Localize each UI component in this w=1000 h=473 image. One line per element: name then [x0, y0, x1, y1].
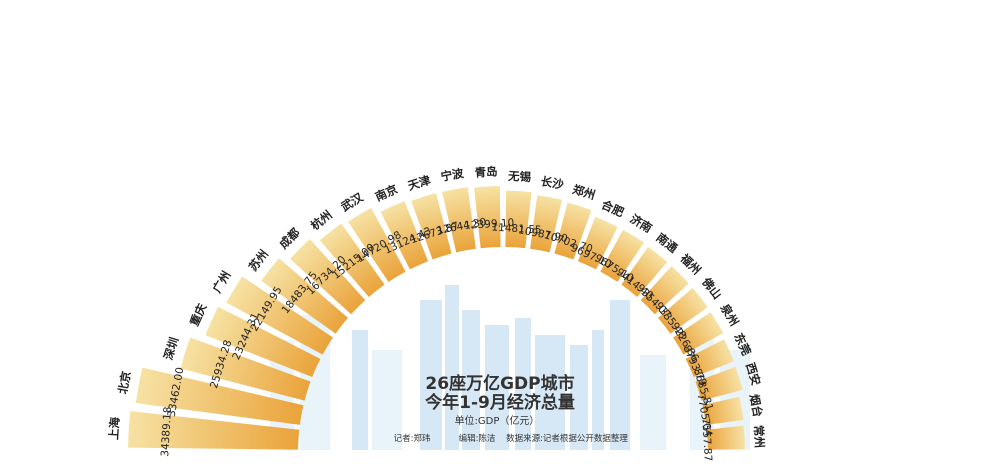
bar-长沙 — [530, 195, 563, 253]
center-title-block: 26座万亿GDP城市 今年1-9月经济总量 单位:GDP（亿元） 记者:郑玮 编… — [394, 373, 629, 444]
city-label: 深圳 — [161, 336, 181, 362]
city-label: 重庆 — [187, 301, 209, 328]
value-label: 7557.87 — [699, 418, 714, 462]
city-label: 苏州 — [246, 247, 271, 274]
bar-烟台 — [702, 396, 744, 425]
city-label: 南京 — [373, 182, 400, 204]
skyline-building — [515, 318, 531, 450]
city-label: 烟台 — [747, 393, 765, 418]
skyline-building — [570, 345, 588, 450]
bar-福州 — [640, 266, 689, 315]
bar-青岛 — [474, 186, 501, 249]
bar-东莞 — [685, 339, 734, 378]
city-label: 泉州 — [717, 301, 741, 329]
bars-group — [128, 186, 745, 450]
editor-credit: 编辑:陈洁 — [459, 433, 496, 444]
city-label: 佛山 — [699, 274, 725, 302]
value-label: 12399.10 — [464, 217, 515, 232]
skyline-building — [352, 330, 368, 450]
chart-title: 26座万亿GDP城市 — [425, 373, 574, 394]
city-label: 合肥 — [599, 197, 626, 219]
bar-成都 — [290, 239, 366, 315]
bar-北京 — [135, 367, 304, 425]
city-label: 济南 — [628, 212, 655, 236]
bar-泉州 — [673, 312, 724, 355]
skyline-building — [420, 300, 442, 450]
value-label: 34389.18 — [159, 406, 174, 457]
city-skyline-background — [270, 285, 750, 450]
city-label: 福州 — [677, 251, 704, 278]
bar-深圳 — [180, 337, 311, 401]
skyline-building — [535, 335, 565, 450]
city-label: 无锡 — [507, 169, 532, 184]
chart-subtitle: 今年1-9月经济总量 — [425, 392, 575, 413]
bar-郑州 — [554, 202, 592, 260]
city-label: 西安 — [743, 361, 763, 387]
skyline-building — [372, 350, 402, 450]
bar-合肥 — [577, 216, 618, 270]
skyline-building — [610, 300, 630, 450]
value-label: 11481.55 — [491, 221, 542, 236]
bar-常州 — [706, 425, 745, 450]
skyline-building — [462, 310, 480, 450]
skyline-building — [445, 285, 459, 450]
city-label: 上海 — [107, 416, 122, 440]
bar-西安 — [695, 366, 743, 401]
bar-杭州 — [319, 223, 385, 297]
unit-label: 单位:GDP（亿元） — [455, 414, 540, 427]
city-label: 广州 — [210, 268, 234, 295]
bar-广州 — [226, 276, 333, 355]
bar-南通 — [621, 246, 668, 297]
bar-无锡 — [505, 190, 532, 249]
city-label: 南通 — [653, 230, 680, 256]
city-label: 杭州 — [308, 208, 335, 233]
bar-上海 — [128, 411, 300, 450]
bar-武汉 — [348, 207, 406, 282]
city-label: 郑州 — [571, 182, 597, 202]
bar-宁波 — [442, 187, 476, 253]
skyline-building — [485, 325, 509, 450]
bar-佛山 — [658, 287, 708, 334]
reporter-credit: 记者:郑玮 — [394, 433, 431, 444]
skyline-building — [640, 355, 666, 450]
bar-苏州 — [261, 258, 348, 334]
city-label: 青岛 — [474, 164, 498, 179]
city-label: 长沙 — [540, 174, 566, 192]
city-label: 常州 — [751, 425, 766, 449]
source-credit: 数据来源:记者根据公开数据整理 — [506, 433, 628, 444]
city-label: 宁波 — [440, 166, 466, 184]
bar-重庆 — [205, 306, 321, 378]
bar-天津 — [411, 193, 452, 260]
city-label: 武汉 — [338, 190, 365, 214]
bar-南京 — [380, 201, 429, 270]
bar-济南 — [600, 229, 644, 282]
skyline-building — [592, 330, 604, 450]
city-label: 北京 — [115, 370, 133, 396]
city-label: 成都 — [276, 225, 303, 252]
city-label: 天津 — [406, 173, 433, 193]
